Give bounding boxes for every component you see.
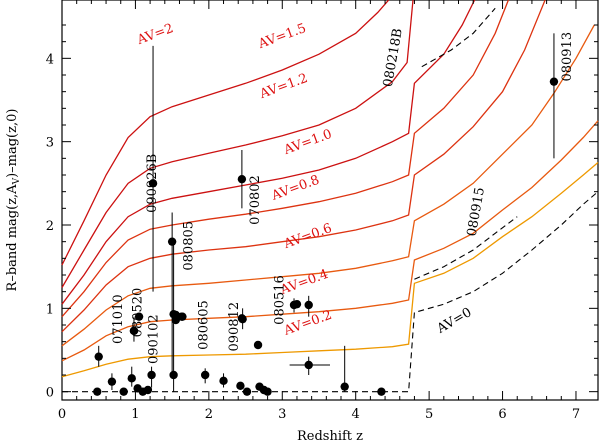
curve-2 [61,0,476,305]
grb-labels: 090926B 070802 080805 080218B 080913 080915 07… [111,27,575,364]
av-label-5: AV=0.6 [281,221,334,252]
data-point-21 [242,387,252,396]
av-labels: AV=2 AV=1.5AV=1.2AV=1.0AV=0.8AV=0.6AV=0.4… [134,21,474,339]
dashed-curve-1 [414,216,518,280]
y-axis-title-main: R–band mag(z,A [5,184,20,292]
axis-ticks: 0 1 2 3 4 5 6 7 0 1 2 3 4 [46,0,598,422]
grb-label-070802: 070802 [248,175,263,225]
grb-point-4 [549,77,559,86]
grb-label-071010: 071010 [111,294,126,344]
data-point-24 [263,387,272,396]
data-point-26 [340,382,349,391]
data-point-10 [107,377,117,386]
data-point-20 [236,381,245,391]
x-tick-label-5: 5 [425,407,433,422]
dashed-curves [62,7,599,393]
x-tick-label-7: 7 [572,407,580,422]
av-label-3: AV=1.0 [281,127,334,158]
x-tick-label-6: 6 [498,407,506,422]
grb-label-080520: 080520 [130,288,145,338]
x-tick-label-0: 0 [58,407,66,422]
grb-label-080913: 080913 [560,32,575,82]
data-point-25 [304,360,313,370]
y-tick-label-1: 1 [46,302,54,317]
y-tick-label-4: 4 [46,52,54,67]
curve-7 [61,162,599,378]
curve-4 [61,0,546,333]
grb-point-11 [292,299,302,309]
data-points [93,77,559,396]
grb-label-080805: 080805 [182,221,197,271]
data-point-11 [119,387,128,396]
curve-5 [61,24,595,347]
grb-point-8 [171,310,181,320]
curve-0 [61,0,390,266]
data-point-16 [147,370,156,380]
plot-frame [61,0,599,401]
av-label-8: AV=0 [434,305,475,337]
grb-label-080218B: 080218B [381,27,406,88]
x-tick-label-4: 4 [352,407,360,422]
data-point-17 [169,370,178,380]
data-point-18 [200,370,210,380]
y-axis-title-end: )–mag(z,0) [5,109,20,178]
grb-label-080915: 080915 [465,186,488,237]
grb-point-6 [129,326,139,336]
grb-point-7 [134,312,144,321]
grb-point-2 [167,237,177,246]
error-bars [98,33,555,392]
grb-label-090102: 090102 [147,314,162,364]
grb-point-1 [237,174,247,184]
grb-label-080605: 080605 [196,300,211,350]
data-point-12 [127,374,136,383]
data-point-8 [253,340,263,350]
grb-point-9 [178,312,187,321]
data-point-15 [143,385,153,395]
curve-1 [61,0,414,288]
data-point-19 [219,376,228,386]
x-tick-label-2: 2 [205,407,213,422]
grb-label-080516: 080516 [273,275,288,325]
grb-point-10 [237,314,247,323]
dashed-curve-2 [421,7,496,68]
dashed-curve-0 [62,191,599,393]
av-label-0: AV=2 [134,21,175,48]
grb-point-0 [148,179,158,188]
data-point-0 [94,352,103,361]
x-axis-title: Redshift z [297,429,363,444]
av-label-4: AV=0.8 [269,173,322,204]
grb-label-090926B: 090926B [145,154,160,213]
y-axis-title-sub: V [12,177,22,185]
data-point-9 [93,387,102,396]
av-label-1: AV=1.5 [255,21,308,52]
y-tick-label-3: 3 [46,136,54,151]
y-tick-label-2: 2 [46,219,54,234]
extinction-curves [61,0,599,378]
x-tick-label-1: 1 [131,407,139,422]
x-tick-label-3: 3 [278,407,286,422]
data-point-27 [377,387,386,396]
curve-3 [61,0,510,318]
data-point-7 [304,300,313,310]
y-axis-title: R–band mag(z,AV)–mag(z,0) [5,109,22,292]
grb-label-090812: 090812 [227,302,242,352]
y-tick-label-0: 0 [46,386,54,401]
curve-6 [61,120,599,362]
